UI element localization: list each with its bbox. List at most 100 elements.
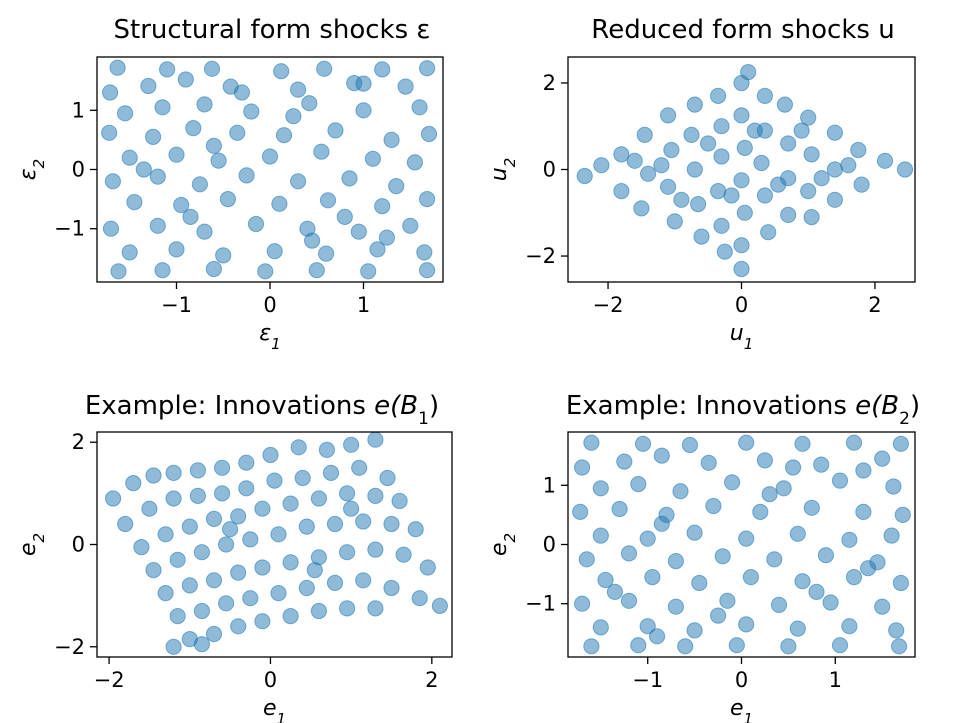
- data-point: [157, 585, 174, 602]
- data-point: [261, 148, 279, 165]
- data-point: [686, 524, 703, 541]
- data-point: [606, 583, 624, 601]
- y-tick-label: 0: [543, 533, 556, 557]
- data-point: [185, 120, 202, 137]
- x-tick-label: 0: [735, 293, 748, 317]
- x-axis-label: u1: [730, 321, 754, 353]
- data-point: [254, 500, 271, 517]
- data-point: [770, 176, 787, 193]
- data-point: [738, 616, 755, 633]
- data-point: [700, 135, 717, 152]
- data-point: [145, 128, 162, 145]
- data-point: [761, 486, 778, 503]
- data-point: [419, 559, 436, 576]
- data-point: [181, 577, 198, 594]
- scatter-series: [105, 432, 448, 655]
- data-point: [189, 462, 206, 479]
- x-tick-label: −1: [632, 668, 663, 692]
- data-point: [850, 141, 867, 159]
- data-point: [189, 487, 206, 504]
- data-point: [133, 539, 150, 556]
- data-point: [318, 245, 335, 262]
- data-point: [714, 548, 731, 565]
- data-point: [193, 544, 210, 561]
- data-point: [316, 60, 333, 77]
- data-point: [218, 595, 235, 612]
- data-point: [845, 569, 863, 586]
- data-point: [738, 530, 755, 547]
- data-point: [831, 472, 849, 489]
- data-point: [681, 436, 699, 454]
- x-tick-label: 0: [735, 668, 748, 692]
- data-point: [339, 544, 356, 561]
- data-point: [360, 263, 377, 280]
- data-point: [205, 510, 223, 528]
- data-point: [391, 492, 408, 510]
- data-point: [826, 124, 844, 141]
- data-point: [336, 208, 353, 225]
- data-point: [841, 531, 858, 548]
- data-point: [298, 518, 315, 535]
- data-point: [238, 167, 255, 184]
- data-point: [620, 545, 638, 562]
- data-point: [193, 636, 210, 653]
- data-point: [876, 152, 894, 169]
- data-point: [653, 515, 670, 532]
- data-point: [874, 450, 891, 467]
- data-point: [616, 453, 633, 470]
- data-point: [173, 196, 190, 214]
- data-point: [135, 161, 152, 178]
- data-point: [780, 206, 797, 223]
- data-point: [705, 497, 722, 515]
- data-point: [574, 595, 591, 612]
- data-point: [304, 232, 321, 249]
- data-point: [826, 161, 844, 178]
- data-point: [683, 126, 700, 143]
- data-point: [672, 483, 689, 500]
- data-point: [339, 485, 356, 502]
- data-point: [653, 447, 670, 464]
- x-tick-label: 0: [263, 293, 276, 317]
- data-point: [406, 154, 423, 171]
- x-axis-label: ε1: [259, 321, 280, 353]
- x-tick-label: 1: [357, 293, 370, 317]
- data-point: [785, 459, 802, 476]
- data-point: [238, 480, 255, 497]
- x-tick-label: 0: [264, 668, 277, 692]
- data-point: [233, 84, 250, 101]
- data-point: [775, 480, 792, 497]
- chart-title: Structural form shocks ε: [114, 15, 431, 45]
- data-point: [306, 562, 323, 579]
- data-point: [892, 574, 910, 592]
- data-point: [285, 108, 302, 125]
- data-point: [411, 590, 428, 607]
- y-tick-label: 1: [543, 473, 556, 497]
- data-point: [379, 469, 396, 487]
- data-point: [367, 541, 384, 558]
- data-point: [104, 173, 122, 190]
- data-point: [343, 436, 360, 453]
- data-point: [105, 490, 122, 507]
- data-point: [101, 124, 118, 141]
- scatter-series: [101, 59, 438, 280]
- data-point: [690, 196, 707, 213]
- data-point: [318, 441, 335, 458]
- data-point: [109, 59, 126, 76]
- data-point: [808, 583, 825, 601]
- data-point: [230, 618, 247, 635]
- data-point: [803, 499, 820, 516]
- data-point: [374, 198, 391, 215]
- data-point: [613, 183, 630, 200]
- data-point: [794, 435, 811, 452]
- data-point: [383, 579, 400, 597]
- data-point: [639, 530, 656, 547]
- data-point: [644, 569, 661, 586]
- data-point: [770, 596, 788, 614]
- data-point: [686, 161, 703, 178]
- data-point: [383, 131, 400, 148]
- data-point: [803, 146, 820, 163]
- x-tick-label: −2: [593, 293, 624, 317]
- chart-title: Example: Innovations e(B1): [85, 391, 439, 429]
- data-point: [419, 60, 436, 77]
